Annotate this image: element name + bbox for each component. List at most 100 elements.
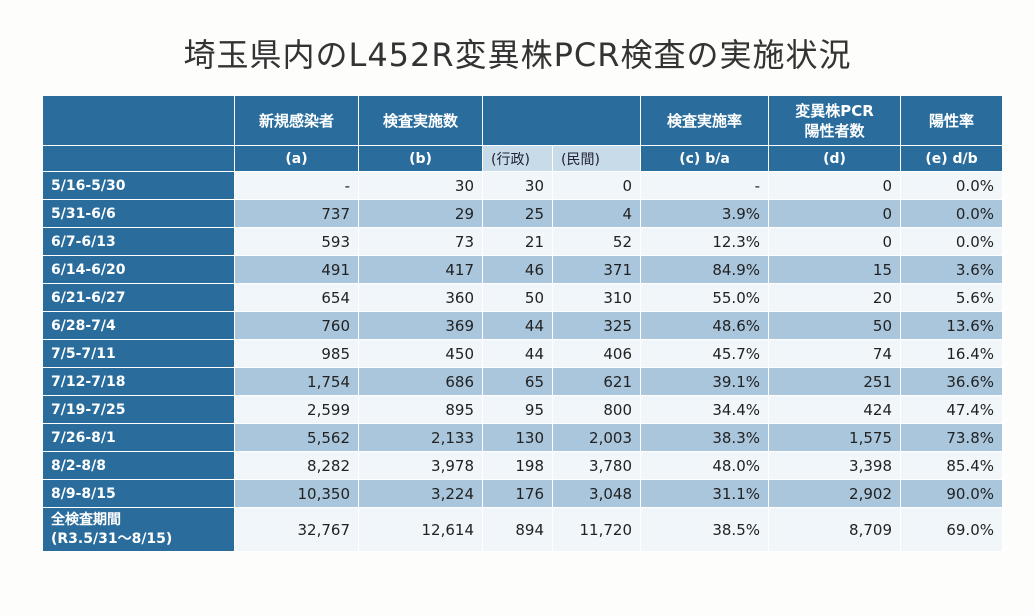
cell-variant-positive: 424 bbox=[768, 395, 901, 424]
table-row: 7/19-7/25 2,599 895 95 800 34.4% 424 47.… bbox=[42, 395, 1003, 424]
row-period: 8/2-8/8 bbox=[42, 451, 235, 480]
cell-variant-positive: 50 bbox=[768, 311, 901, 340]
page-title: 埼玉県内のL452R変異株PCR検査の実施状況 bbox=[183, 36, 852, 74]
table-row: 5/31-6/6 737 29 25 4 3.9% 0 0.0% bbox=[42, 199, 1003, 228]
cell-positivity: 13.6% bbox=[900, 311, 1003, 340]
cell-positivity: 85.4% bbox=[900, 451, 1003, 480]
row-period: 6/28-7/4 bbox=[42, 311, 235, 340]
cell-new-cases: 737 bbox=[234, 199, 359, 228]
total-label-line1: 全検査期間 bbox=[51, 511, 121, 528]
cell-private: 52 bbox=[552, 227, 641, 256]
cell-tests: 30 bbox=[358, 171, 483, 200]
cell-private: 800 bbox=[552, 395, 641, 424]
cell-test-rate: 48.6% bbox=[640, 311, 769, 340]
cell-gov: 176 bbox=[482, 479, 553, 508]
cell-private: 3,780 bbox=[552, 451, 641, 480]
cell-private: 3,048 bbox=[552, 479, 641, 508]
cell-test-rate: 39.1% bbox=[640, 367, 769, 396]
row-period: 7/5-7/11 bbox=[42, 339, 235, 368]
cell-positivity: 90.0% bbox=[900, 479, 1003, 508]
cell-tests: 369 bbox=[358, 311, 483, 340]
total-label: 全検査期間 (R3.5/31～8/15) bbox=[42, 507, 235, 552]
cell-positivity: 0.0% bbox=[900, 227, 1003, 256]
subheader-c: (c) b/a bbox=[640, 145, 769, 172]
subheader-private: (民間) bbox=[552, 145, 641, 172]
cell-positivity: 5.6% bbox=[900, 283, 1003, 312]
cell-private: 406 bbox=[552, 339, 641, 368]
cell-gov: 30 bbox=[482, 171, 553, 200]
cell-variant-positive: 74 bbox=[768, 339, 901, 368]
header-variant-line2: 陽性者数 bbox=[804, 121, 865, 140]
cell-test-rate: 12.3% bbox=[640, 227, 769, 256]
cell-variant-positive: 0 bbox=[768, 171, 901, 200]
cell-test-rate: - bbox=[640, 171, 769, 200]
cell-tests: 73 bbox=[358, 227, 483, 256]
row-period: 8/9-8/15 bbox=[42, 479, 235, 508]
cell-test-rate: 31.1% bbox=[640, 479, 769, 508]
cell-gov: 198 bbox=[482, 451, 553, 480]
cell-variant-positive: 15 bbox=[768, 255, 901, 284]
row-period: 5/31-6/6 bbox=[42, 199, 235, 228]
subheader-d: (d) bbox=[768, 145, 901, 172]
cell-private: 4 bbox=[552, 199, 641, 228]
cell-new-cases: 1,754 bbox=[234, 367, 359, 396]
cell-new-cases: 760 bbox=[234, 311, 359, 340]
total-label-line2: (R3.5/31～8/15) bbox=[51, 530, 173, 547]
cell-gov: 65 bbox=[482, 367, 553, 396]
cell-variant-positive: 1,575 bbox=[768, 423, 901, 452]
cell-positivity: 3.6% bbox=[900, 255, 1003, 284]
cell-new-cases: - bbox=[234, 171, 359, 200]
row-period: 6/21-6/27 bbox=[42, 283, 235, 312]
cell-tests: 3,224 bbox=[358, 479, 483, 508]
row-period: 6/14-6/20 bbox=[42, 255, 235, 284]
row-period: 7/19-7/25 bbox=[42, 395, 235, 424]
cell-tests: 3,978 bbox=[358, 451, 483, 480]
cell-positivity: 36.6% bbox=[900, 367, 1003, 396]
row-period: 7/26-8/1 bbox=[42, 423, 235, 452]
header-tests: 検査実施数 bbox=[358, 95, 483, 146]
total-new-cases: 32,767 bbox=[234, 507, 359, 552]
table-row: 7/5-7/11 985 450 44 406 45.7% 74 16.4% bbox=[42, 339, 1003, 368]
cell-private: 621 bbox=[552, 367, 641, 396]
cell-test-rate: 84.9% bbox=[640, 255, 769, 284]
header-positivity: 陽性率 bbox=[900, 95, 1003, 146]
header-variant-positive: 変異株PCR 陽性者数 bbox=[768, 95, 901, 146]
table-row: 6/14-6/20 491 417 46 371 84.9% 15 3.6% bbox=[42, 255, 1003, 284]
cell-private: 0 bbox=[552, 171, 641, 200]
cell-new-cases: 5,562 bbox=[234, 423, 359, 452]
total-test-rate: 38.5% bbox=[640, 507, 769, 552]
total-gov: 894 bbox=[482, 507, 553, 552]
subheader-blank bbox=[42, 145, 235, 172]
cell-variant-positive: 2,902 bbox=[768, 479, 901, 508]
row-period: 7/12-7/18 bbox=[42, 367, 235, 396]
table-row: 5/16-5/30 - 30 30 0 - 0 0.0% bbox=[42, 171, 1003, 200]
header-breakdown bbox=[482, 95, 641, 146]
cell-gov: 44 bbox=[482, 311, 553, 340]
cell-variant-positive: 20 bbox=[768, 283, 901, 312]
header-variant-line1: 変異株PCR bbox=[795, 101, 874, 120]
cell-new-cases: 2,599 bbox=[234, 395, 359, 424]
cell-gov: 95 bbox=[482, 395, 553, 424]
subheader-gov: (行政) bbox=[482, 145, 553, 172]
cell-tests: 686 bbox=[358, 367, 483, 396]
cell-variant-positive: 3,398 bbox=[768, 451, 901, 480]
cell-gov: 130 bbox=[482, 423, 553, 452]
cell-tests: 360 bbox=[358, 283, 483, 312]
cell-test-rate: 3.9% bbox=[640, 199, 769, 228]
cell-gov: 21 bbox=[482, 227, 553, 256]
cell-new-cases: 985 bbox=[234, 339, 359, 368]
cell-variant-positive: 0 bbox=[768, 199, 901, 228]
header-new-cases: 新規感染者 bbox=[234, 95, 359, 146]
pcr-test-table: 新規感染者 検査実施数 検査実施率 変異株PCR 陽性者数 陽性率 (a) (b… bbox=[42, 95, 1003, 552]
cell-new-cases: 10,350 bbox=[234, 479, 359, 508]
subheader-e: (e) d/b bbox=[900, 145, 1003, 172]
cell-tests: 417 bbox=[358, 255, 483, 284]
table-row: 7/26-8/1 5,562 2,133 130 2,003 38.3% 1,5… bbox=[42, 423, 1003, 452]
cell-new-cases: 654 bbox=[234, 283, 359, 312]
cell-test-rate: 34.4% bbox=[640, 395, 769, 424]
cell-private: 2,003 bbox=[552, 423, 641, 452]
total-private: 11,720 bbox=[552, 507, 641, 552]
cell-test-rate: 55.0% bbox=[640, 283, 769, 312]
cell-tests: 29 bbox=[358, 199, 483, 228]
cell-gov: 44 bbox=[482, 339, 553, 368]
